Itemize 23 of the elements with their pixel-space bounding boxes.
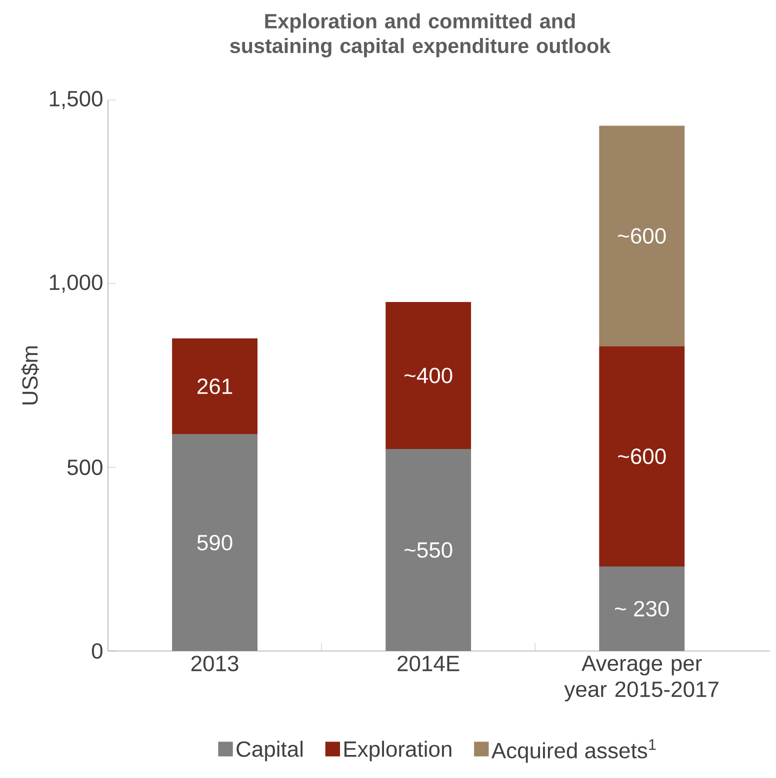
y-tick-label: 1,500 — [50, 90, 102, 110]
chart-title: Exploration and committed and sustaining capital expenditure outlook — [230, 13, 611, 58]
bar — [386, 302, 472, 449]
y-tick-label: 1,000 — [50, 274, 102, 293]
data-label: 590 — [197, 534, 232, 550]
data-label: ~550 — [404, 542, 452, 558]
bar — [172, 338, 258, 434]
x-tick-label: 2014E — [398, 656, 460, 672]
x-tick-label: 2013 — [191, 656, 238, 672]
legend-label: Acquired assets$^{1}$ — [491, 739, 656, 763]
bar — [599, 346, 685, 567]
legend-label: Capital — [236, 740, 302, 762]
y-axis-title: US$m — [21, 346, 40, 404]
data-label: ~ 230 — [615, 600, 669, 617]
data-label: 261 — [198, 378, 232, 394]
data-label: ~600 — [618, 228, 666, 244]
bar — [599, 126, 685, 346]
x-tick-label: Average per year 2015-2017 — [564, 656, 718, 702]
y-tick-label: 0 — [92, 643, 102, 659]
y-tick-label: 500 — [67, 460, 102, 476]
data-label: ~400 — [404, 368, 452, 384]
legend-label: Exploration — [344, 740, 452, 762]
data-label: ~600 — [618, 448, 666, 464]
